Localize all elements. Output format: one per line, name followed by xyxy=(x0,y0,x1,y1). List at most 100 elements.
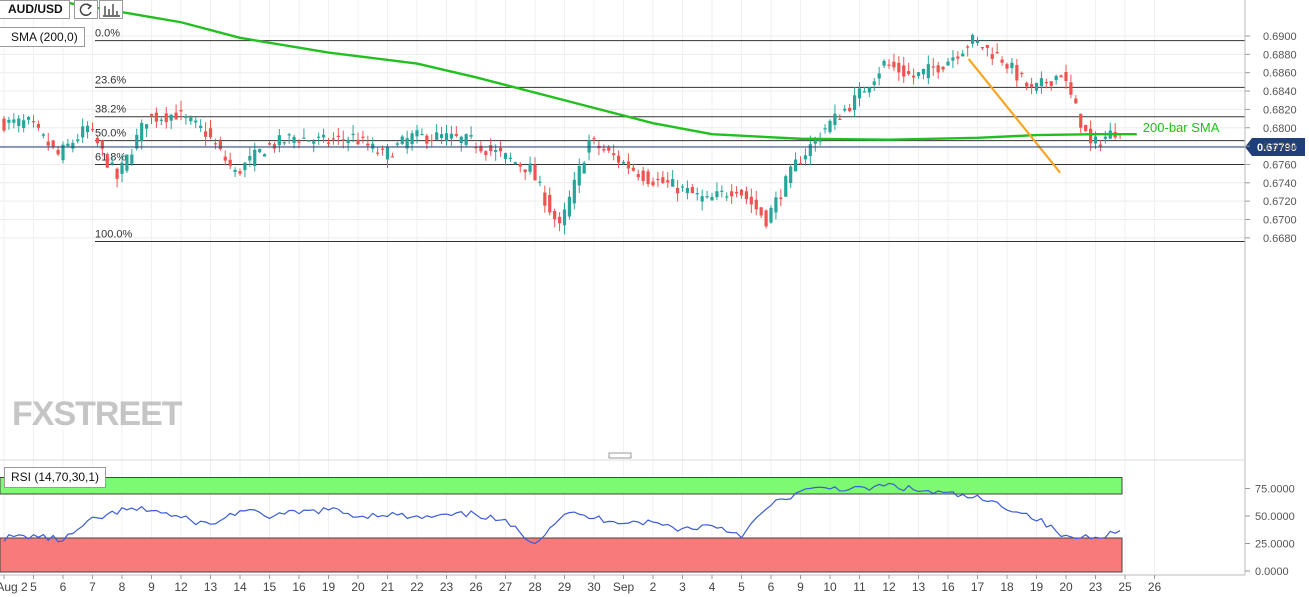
candle-bearish xyxy=(51,140,55,147)
time-tick-label: 16 xyxy=(941,580,955,594)
candle-bullish xyxy=(577,165,581,186)
candle-bearish xyxy=(179,110,183,112)
candle-bearish xyxy=(484,151,488,155)
rsi-panel: 75.0000 50.0000 25.0000 0.0000 xyxy=(0,477,1295,578)
candle-bearish xyxy=(675,187,680,194)
time-tick-label: 23 xyxy=(1089,580,1103,594)
candle-bullish xyxy=(41,134,45,136)
candle-bearish xyxy=(149,113,154,116)
candle-bullish xyxy=(76,139,80,142)
candle-bearish xyxy=(666,180,670,183)
time-tick-label: 16 xyxy=(292,580,306,594)
candle-bearish xyxy=(631,167,635,171)
candle-bearish xyxy=(361,136,365,138)
candle-bullish xyxy=(921,68,926,75)
rsi-line xyxy=(3,482,1121,545)
candle-bearish xyxy=(602,148,606,151)
candle-bullish xyxy=(85,125,90,133)
candle-bullish xyxy=(321,134,326,138)
candle-bearish xyxy=(543,192,547,206)
candle-bearish xyxy=(56,149,60,155)
candle-bullish xyxy=(464,134,468,145)
candle-bullish xyxy=(680,186,685,188)
candle-bearish xyxy=(651,181,655,186)
price-tick-label: 0.6840 xyxy=(1263,86,1297,98)
candle-bearish xyxy=(336,135,340,137)
fib-level-label: 100.0% xyxy=(95,229,133,241)
candle-bearish xyxy=(744,191,749,200)
price-tick-label: 0.6860 xyxy=(1263,68,1297,80)
candle-bullish xyxy=(199,125,203,129)
candle-bullish xyxy=(258,148,262,153)
time-tick-label: 14 xyxy=(233,580,247,594)
price-tick-label: 0.6880 xyxy=(1263,49,1297,61)
candle-bearish xyxy=(779,197,783,200)
candle-bullish xyxy=(774,197,778,213)
candle-bullish xyxy=(818,138,822,142)
pane-divider-handle[interactable] xyxy=(0,452,1245,461)
time-tick-label: 28 xyxy=(528,580,542,594)
candle-bullish xyxy=(292,136,296,143)
time-tick-label: 12 xyxy=(882,580,896,594)
candle-bullish xyxy=(828,120,832,133)
candle-bullish xyxy=(287,134,291,136)
rsi-indicator-badge[interactable]: RSI (14,70,30,1) xyxy=(4,467,107,488)
candle-bearish xyxy=(907,71,911,74)
time-tick-label: 3 xyxy=(679,580,686,594)
candle-bullish xyxy=(282,142,286,144)
candle-bearish xyxy=(956,56,960,59)
candle-bullish xyxy=(793,159,798,172)
candle-bullish xyxy=(562,209,567,226)
candle-bullish xyxy=(882,60,886,66)
price-tick-label: 0.6820 xyxy=(1263,104,1297,116)
candle-bullish xyxy=(671,178,675,187)
candle-bullish xyxy=(12,119,16,123)
rsi-overbought-zone xyxy=(0,477,1123,495)
candle-bullish xyxy=(867,87,871,93)
candle-bearish xyxy=(1044,81,1048,84)
price-tick-label: 0.6800 xyxy=(1263,123,1297,135)
fib-level-label: 23.6% xyxy=(95,74,126,86)
candle-bearish xyxy=(848,107,852,112)
candle-bearish xyxy=(164,113,168,123)
candle-bearish xyxy=(523,169,527,173)
rsi-oversold-zone xyxy=(0,537,1123,573)
sma-200-line xyxy=(62,0,1137,141)
candle-bullish xyxy=(587,140,591,153)
candle-bearish xyxy=(376,152,380,154)
candle-bearish xyxy=(548,194,552,213)
candle-bearish xyxy=(326,142,331,144)
candle-bearish xyxy=(838,118,842,121)
rsi-tick-label: 50.0000 xyxy=(1255,511,1295,523)
candle-bearish xyxy=(341,139,345,141)
candle-bearish xyxy=(203,131,208,137)
candle-bearish xyxy=(1015,65,1019,81)
candle-bearish xyxy=(1005,64,1009,69)
candle-bullish xyxy=(435,132,439,140)
symbol-label: AUD/USD xyxy=(8,2,63,16)
candle-bearish xyxy=(297,141,301,143)
candle-bearish xyxy=(1059,75,1063,78)
drag-handle-icon xyxy=(608,452,632,459)
refresh-button[interactable] xyxy=(74,0,98,19)
candle-bullish xyxy=(715,191,719,198)
candle-bullish xyxy=(975,40,980,43)
candle-bullish xyxy=(307,140,311,142)
candle-bearish xyxy=(100,140,104,149)
candle-bearish xyxy=(154,112,159,122)
candle-bullish xyxy=(572,179,576,204)
sma-indicator-badge[interactable]: SMA (200,0) xyxy=(0,27,85,47)
candle-bearish xyxy=(798,163,803,165)
candle-bullish xyxy=(400,136,404,144)
candle-bearish xyxy=(46,141,50,146)
time-tick-label: Aug 2 xyxy=(0,580,28,594)
time-tick-label: 19 xyxy=(322,580,336,594)
candle-bearish xyxy=(607,147,611,151)
symbol-badge[interactable]: AUD/USD xyxy=(0,0,70,19)
candle-bullish xyxy=(66,143,70,147)
candle-bearish xyxy=(636,173,640,178)
indicators-button[interactable] xyxy=(99,0,123,19)
time-tick-label: 11 xyxy=(853,580,866,594)
candle-bullish xyxy=(371,143,375,149)
